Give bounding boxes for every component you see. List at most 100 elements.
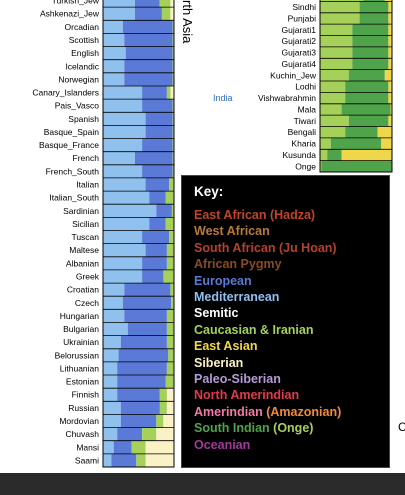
population-label: Italian_South: [49, 193, 99, 203]
bar-segment: [388, 12, 392, 25]
bar-segment: [359, 12, 389, 25]
bar-segment: [103, 230, 143, 244]
bar-segment: [124, 309, 167, 323]
population-label: Sindhi: [292, 2, 316, 12]
bar-segment: [388, 24, 392, 36]
bar-segment: [117, 375, 166, 389]
population-label: Bengali: [288, 127, 316, 137]
population-label: Lithuanian: [60, 364, 100, 374]
bar-segment: [149, 191, 166, 205]
population-label: Mala: [298, 104, 317, 114]
bar-segment: [388, 1, 392, 13]
bar-segment: [172, 164, 174, 178]
bar-segment: [103, 335, 121, 349]
bar-segment: [345, 92, 389, 104]
population-label: Gujarati3: [282, 48, 317, 58]
bar-segment: [142, 99, 173, 113]
legend-sublabel: (Ju Hoan): [275, 240, 337, 255]
bar-segment: [122, 20, 173, 34]
legend-sublabel: (Onge): [269, 421, 314, 436]
bar-segment: [320, 81, 346, 93]
bar-segment: [320, 103, 342, 116]
bar-segment: [170, 0, 174, 8]
bar-segment: [156, 204, 172, 218]
population-label: Italian: [76, 180, 99, 190]
bar-segment: [103, 164, 143, 178]
legend-label: Oceanian: [194, 437, 251, 452]
bar-segment: [320, 24, 353, 36]
population-label: Estonian: [66, 377, 99, 387]
bar-segment: [142, 256, 167, 270]
bar-segment: [103, 243, 146, 257]
bar-segment: [172, 99, 174, 113]
legend-label: South African: [194, 240, 276, 255]
bar-segment: [127, 322, 167, 336]
bar-segment: [320, 126, 346, 138]
legend-entry: South Indian (Onge): [194, 421, 313, 435]
bar-segment: [159, 388, 167, 402]
population-label: Orcadian: [65, 22, 100, 32]
bar-segment: [327, 149, 342, 161]
bar-segment: [103, 309, 125, 323]
bar-segment: [172, 20, 174, 34]
population-label: Punjabi: [288, 13, 316, 23]
bar-segment: [103, 453, 112, 467]
bar-segment: [169, 230, 174, 244]
bar-segment: [388, 46, 392, 59]
legend-label: Paleo-Siberian: [194, 372, 281, 386]
population-label: Icelandic: [65, 61, 99, 71]
bar-segment: [352, 46, 389, 59]
bar-segment: [103, 112, 146, 126]
plot-border: [102, 0, 175, 468]
bar-segment: [134, 0, 160, 8]
bar-segment: [103, 440, 114, 454]
legend-entry: Amerindian (Amazonian): [194, 405, 341, 419]
bar-segment: [320, 115, 349, 127]
bar-segment: [166, 361, 174, 375]
bar-segment: [348, 69, 385, 81]
bar-segment: [120, 401, 160, 415]
legend-entry: Paleo-Siberian: [194, 372, 281, 386]
population-label: Hungarian: [60, 311, 99, 321]
bar-segment: [163, 269, 175, 283]
bar-segment: [103, 72, 125, 86]
bar-segment: [172, 138, 174, 152]
bar-segment: [103, 361, 118, 375]
bar-segment: [320, 46, 353, 59]
bar-segment: [145, 453, 174, 467]
bar-segment: [381, 137, 392, 150]
bar-segment: [103, 7, 135, 21]
bar-segment: [131, 440, 146, 454]
population-label: Kuchin_Jew: [270, 70, 317, 80]
bar-segment: [142, 138, 173, 152]
bar-segment: [345, 126, 378, 138]
population-label: Finnish: [72, 390, 100, 400]
population-label: Ashkenazi_Jew: [40, 9, 100, 19]
legend-entry: Caucasian & Iranian: [194, 323, 314, 337]
bar-segment: [390, 103, 392, 116]
bar-segment: [171, 204, 174, 218]
bar-segment: [156, 427, 175, 441]
legend-label: North Amerindian: [194, 388, 300, 403]
bar-segment: [103, 401, 121, 415]
bar-segment: [170, 283, 174, 297]
bar-segment: [165, 375, 174, 389]
legend-entry: East African (Hadza): [194, 208, 315, 222]
bar-segment: [159, 401, 167, 415]
bar-segment: [120, 414, 157, 428]
population-label: English: [71, 48, 99, 58]
bar-segment: [163, 414, 174, 428]
bar-segment: [145, 440, 174, 454]
bar-segment: [103, 33, 125, 47]
bar-segment: [134, 7, 162, 21]
bar-segment: [384, 69, 392, 81]
population-label: Czech: [75, 298, 99, 308]
bar-segment: [142, 427, 157, 441]
population-label: Tuscan: [71, 232, 99, 242]
bar-segment: [103, 414, 121, 428]
population-label: Canary_Islanders: [32, 88, 99, 98]
bar-segment: [134, 151, 173, 165]
bar-segment: [103, 99, 143, 113]
bar-segment: [170, 86, 175, 100]
